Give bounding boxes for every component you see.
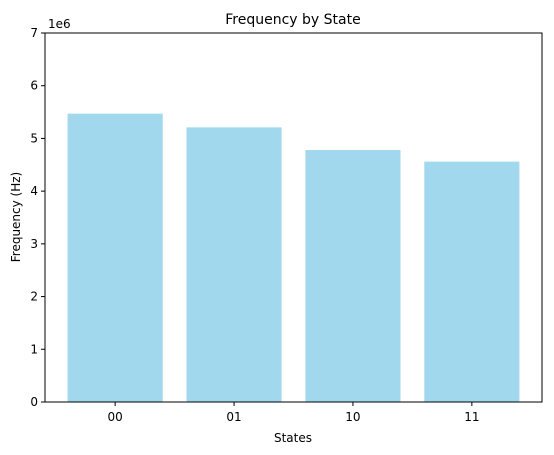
- y-tick-label-6: 6: [30, 79, 38, 93]
- bar-01: [186, 127, 282, 402]
- x-axis-label: States: [274, 431, 312, 445]
- y-tick-label-7: 7: [30, 26, 38, 40]
- y-tick-label-2: 2: [30, 290, 38, 304]
- y-tick-label-5: 5: [30, 131, 38, 145]
- x-ticks-group: 00 01 10 11: [108, 402, 479, 424]
- chart-title: Frequency by State: [225, 12, 360, 28]
- bars-group: [67, 113, 520, 402]
- y-tick-label-4: 4: [30, 184, 38, 198]
- y-ticks-group: 0 1 2 3 4 5 6 7: [30, 26, 45, 409]
- y-tick-label-0: 0: [30, 395, 38, 409]
- x-tick-label-01: 01: [226, 410, 241, 424]
- y-axis-label: Frequency (Hz): [9, 172, 23, 263]
- x-tick-label-00: 00: [108, 410, 123, 424]
- bar-00: [67, 113, 163, 402]
- x-tick-label-10: 10: [345, 410, 360, 424]
- y-tick-label-3: 3: [30, 237, 38, 251]
- y-scale-label: 1e6: [48, 17, 71, 31]
- plot-frame: [44, 32, 543, 403]
- bar-11: [424, 161, 520, 402]
- x-tick-label-11: 11: [464, 410, 479, 424]
- y-tick-label-1: 1: [30, 342, 38, 356]
- bar-10: [305, 150, 401, 402]
